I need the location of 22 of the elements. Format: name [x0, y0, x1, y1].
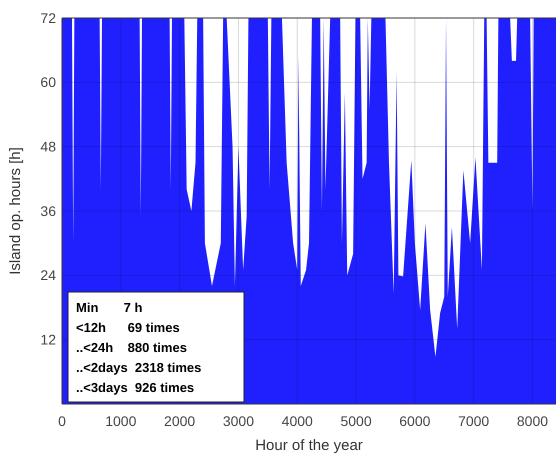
x-tick-label: 4000 [282, 413, 314, 429]
x-axis-title: Hour of the year [255, 437, 363, 454]
x-tick-label: 7000 [458, 413, 490, 429]
x-tick-label: 3000 [222, 413, 254, 429]
annotation: ..<2days 2318 times [76, 360, 202, 375]
x-tick-label: 5000 [340, 413, 372, 429]
annotation: ..<3days 926 times [76, 380, 194, 395]
annotation: ..<24h 880 times [76, 340, 187, 355]
x-tick-label: 2000 [164, 413, 196, 429]
y-tick-label: 12 [40, 332, 56, 348]
annotation: <12h 69 times [76, 320, 180, 335]
annotation: Min 7 h [76, 300, 143, 315]
x-tick-label: 1000 [105, 413, 137, 429]
x-tick-label: 8000 [516, 413, 548, 429]
y-tick-label: 24 [40, 267, 56, 284]
y-tick-label: 72 [40, 10, 56, 26]
x-tick-label: 0 [58, 413, 66, 429]
y-tick-label: 48 [40, 138, 56, 155]
y-tick-label: 36 [40, 202, 56, 219]
y-axis-title: Island op. hours [h] [7, 147, 24, 275]
y-tick-label: 60 [40, 74, 56, 90]
x-tick-label: 6000 [399, 413, 431, 429]
